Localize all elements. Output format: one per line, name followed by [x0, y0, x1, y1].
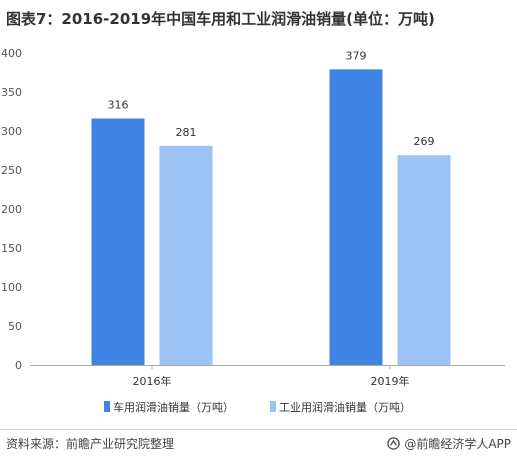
- footer-divider: [0, 429, 517, 430]
- y-tick-label: 400: [1, 47, 22, 60]
- y-tick-label: 0: [15, 359, 22, 372]
- y-tick-label: 300: [1, 125, 22, 138]
- legend-label: 车用润滑油销量（万吨）: [113, 400, 234, 414]
- bar: [159, 145, 213, 365]
- data-label: 281: [176, 126, 197, 139]
- credit-text: @前瞻经济学人APP: [404, 437, 511, 451]
- y-tick-label: 200: [1, 203, 22, 216]
- bar: [397, 155, 451, 365]
- bar: [91, 118, 145, 366]
- y-tick-label: 350: [1, 86, 22, 99]
- x-tick-label: 2016年: [133, 374, 172, 388]
- legend-label: 工业用润滑油销量（万吨）: [279, 400, 411, 414]
- data-label: 269: [414, 135, 435, 148]
- legend-swatch: [270, 401, 276, 412]
- y-tick-label: 250: [1, 164, 22, 177]
- x-tick-label: 2019年: [371, 374, 410, 388]
- source-note: 资料来源：前瞻产业研究院整理: [6, 437, 175, 451]
- y-tick-label: 50: [8, 320, 22, 333]
- brand-logo-icon: [387, 437, 401, 450]
- y-tick-label: 100: [1, 281, 22, 294]
- chart-title: 图表7：2016-2019年中国车用和工业润滑油销量(单位：万吨): [6, 10, 435, 28]
- credit: @前瞻经济学人APP: [387, 435, 511, 452]
- data-label: 316: [108, 99, 129, 112]
- legend-swatch: [104, 401, 110, 412]
- data-label: 379: [346, 49, 367, 62]
- bar: [329, 69, 383, 365]
- y-tick-label: 150: [1, 242, 22, 255]
